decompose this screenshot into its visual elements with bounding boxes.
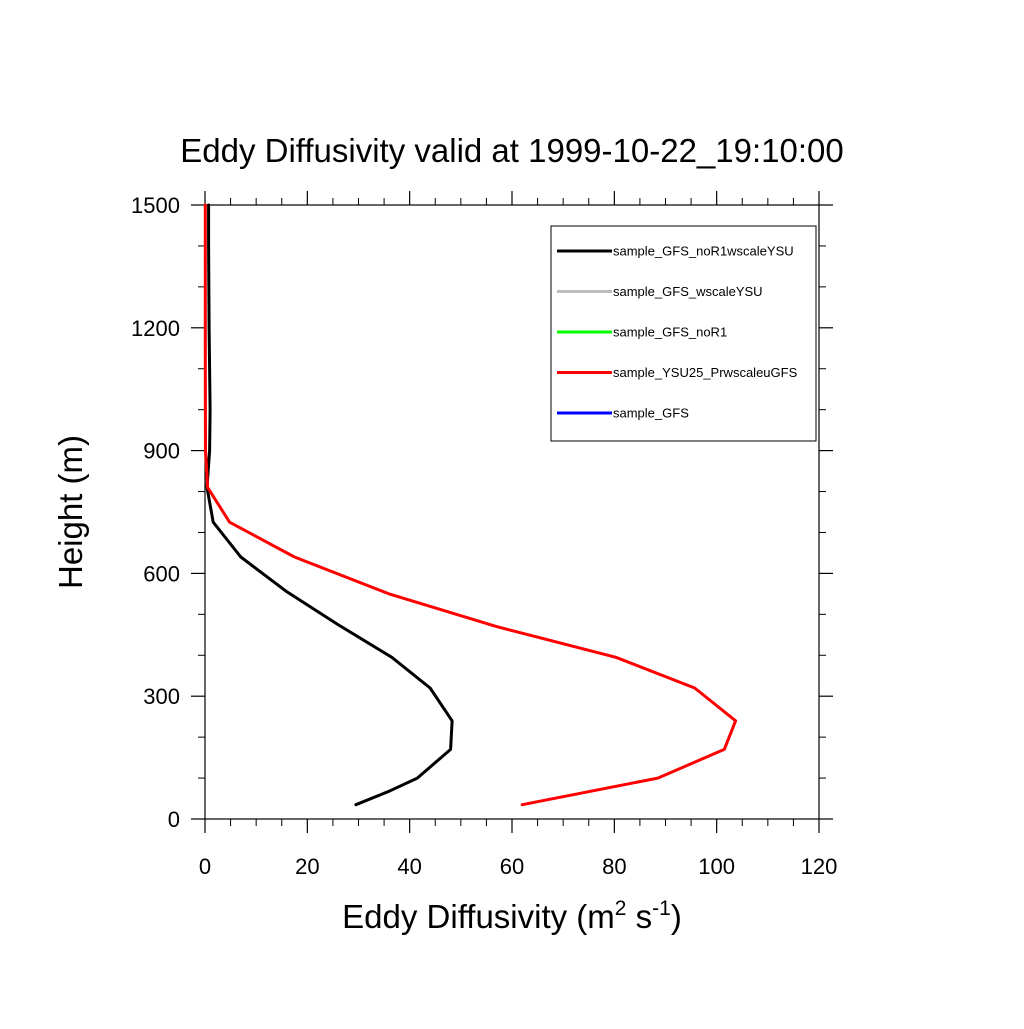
y-tick-label: 900 [143,439,180,464]
major-ticks [191,191,833,833]
y-tick-label: 300 [143,684,180,709]
legend-label: sample_GFS_noR1 [613,325,727,340]
x-tick-label: 120 [801,854,838,879]
x-tick-labels: 0 20 40 60 80 100 120 [199,854,837,879]
data-series [203,203,738,807]
x-axis-label-sup2: -1 [652,897,671,920]
x-tick-label: 40 [397,854,421,879]
x-tick-label: 20 [295,854,319,879]
legend: sample_GFS_noR1wscaleYSU sample_GFS_wscal… [550,225,817,442]
y-tick-label: 0 [168,807,180,832]
chart-title: Eddy Diffusivity valid at 1999-10-22_19:… [180,132,843,169]
x-axis-label: Eddy Diffusivity (m2 s-1) [342,897,682,935]
x-tick-label: 60 [500,854,524,879]
x-tick-label: 0 [199,854,211,879]
minor-ticks [198,198,826,826]
y-tick-label: 1500 [131,193,180,218]
legend-label: sample_YSU25_PrwscaleuGFS [613,365,798,380]
x-axis-label-sup1: 2 [615,897,627,920]
y-axis-label: Height (m) [52,435,89,589]
x-axis-label-base: Eddy Diffusivity (m [342,898,615,935]
y-tick-label: 600 [143,561,180,586]
series-line [205,203,454,807]
legend-label: sample_GFS_wscaleYSU [613,284,763,299]
x-axis-label-mid: s [626,898,652,935]
y-tick-labels: 0 300 600 900 1200 1500 [131,193,180,832]
y-tick-label: 1200 [131,316,180,341]
legend-label: sample_GFS_noR1wscaleYSU [613,244,794,259]
x-tick-label: 100 [698,854,735,879]
legend-label: sample_GFS [613,406,689,421]
x-axis-label-end: ) [671,898,682,935]
series-line [203,203,738,807]
x-tick-label: 80 [602,854,626,879]
